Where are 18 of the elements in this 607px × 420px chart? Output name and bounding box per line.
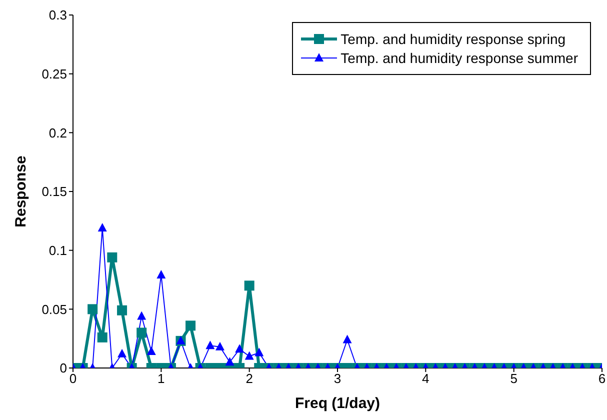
x-tick-label: 6 bbox=[598, 371, 606, 386]
y-tick-label: 0.1 bbox=[48, 242, 67, 258]
x-tick-label: 2 bbox=[246, 371, 253, 386]
x-tick-label: 4 bbox=[422, 371, 430, 386]
x-axis-title: Freq (1/day) bbox=[294, 395, 380, 412]
x-tick-label: 3 bbox=[334, 371, 342, 386]
x-tick-label: 1 bbox=[158, 371, 165, 386]
legend-label: Temp. and humidity response spring bbox=[340, 31, 566, 47]
x-tick-label: 5 bbox=[510, 371, 518, 386]
y-tick-label: 0.15 bbox=[42, 184, 67, 200]
y-axis-title: Response bbox=[12, 156, 30, 228]
y-tick-label: 0.25 bbox=[42, 66, 67, 82]
legend-label: Temp. and humidity response summer bbox=[340, 50, 578, 66]
y-tick-label: 0.05 bbox=[42, 302, 67, 317]
y-tick-label: 0.3 bbox=[48, 8, 67, 23]
y-tick-label: 0 bbox=[60, 360, 67, 376]
x-tick-label: 0 bbox=[69, 371, 77, 386]
y-tick-label: 0.2 bbox=[48, 125, 67, 140]
